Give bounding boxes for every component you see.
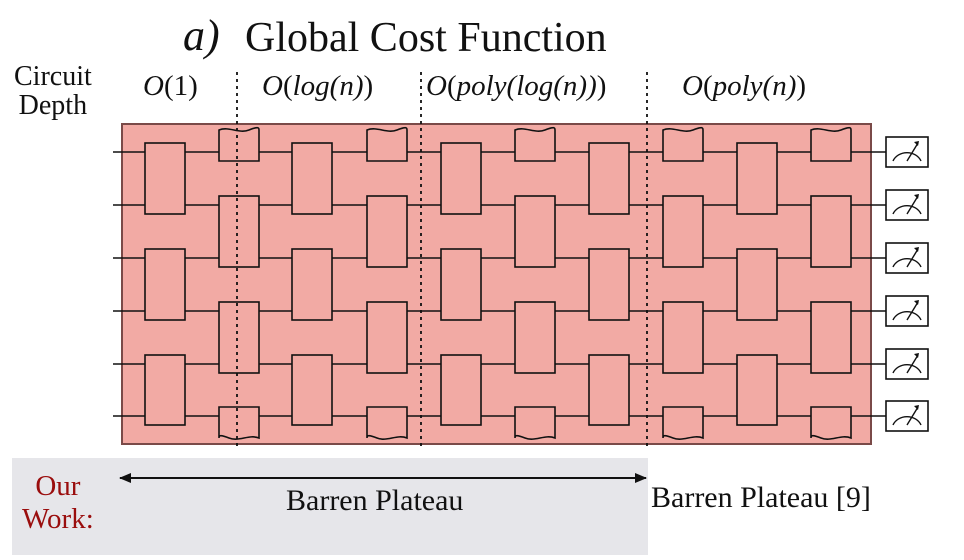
- meter-icon: [885, 189, 929, 221]
- complexity-poly-log-n: O(poly(log(n))): [426, 70, 607, 102]
- meter-icon: [885, 348, 929, 380]
- circuit-depth-label: Circuit Depth: [14, 62, 92, 120]
- two-qubit-gate: [366, 301, 408, 374]
- circuit-depth-label-line2: Depth: [18, 90, 88, 121]
- panel-label: a): [183, 11, 220, 60]
- complexity-arg: log(n): [292, 70, 364, 102]
- our-work-label: Our Work:: [22, 470, 94, 536]
- our-work-line1: Our: [35, 470, 81, 502]
- meter-icon: [885, 400, 929, 432]
- complexity-arg: poly(log(n)): [456, 70, 597, 102]
- wrap-gate-top: [366, 126, 408, 162]
- wrap-gate-bottom: [366, 406, 408, 440]
- two-qubit-gate: [440, 354, 482, 426]
- two-qubit-gate: [810, 195, 852, 268]
- two-qubit-gate: [291, 354, 333, 426]
- two-qubit-gate: [588, 354, 630, 426]
- two-qubit-gate: [218, 195, 260, 268]
- two-qubit-gate: [440, 142, 482, 215]
- meter-icon: [885, 295, 929, 327]
- wrap-gate-top: [514, 126, 556, 162]
- meter-icon: [885, 242, 929, 274]
- complexity-poly-n: O(poly(n)): [682, 70, 807, 102]
- our-work-line2: Work:: [22, 503, 94, 535]
- wrap-gate-bottom: [662, 406, 704, 440]
- two-qubit-gate: [736, 142, 778, 215]
- wrap-gate-top: [662, 126, 704, 162]
- gate-layers: [144, 126, 852, 440]
- two-qubit-gate: [291, 248, 333, 321]
- circuit-depth-label-line1: Circuit: [14, 61, 92, 92]
- two-qubit-gate: [514, 195, 556, 268]
- two-qubit-gate: [144, 142, 186, 215]
- complexity-log-n: O(log(n)): [262, 70, 374, 102]
- two-qubit-gate: [736, 248, 778, 321]
- meter-icon: [885, 136, 929, 168]
- two-qubit-gate: [291, 142, 333, 215]
- two-qubit-gate: [810, 301, 852, 374]
- barren-plateau-ours: Barren Plateau: [286, 484, 464, 517]
- two-qubit-gate: [662, 301, 704, 374]
- two-qubit-gate: [662, 195, 704, 268]
- two-qubit-gate: [218, 301, 260, 374]
- measurements: [885, 136, 929, 432]
- two-qubit-gate: [440, 248, 482, 321]
- diagram-title: Global Cost Function: [245, 15, 607, 61]
- two-qubit-gate: [514, 301, 556, 374]
- two-qubit-gate: [588, 142, 630, 215]
- two-qubit-gate: [736, 354, 778, 426]
- wrap-gate-bottom: [218, 406, 260, 440]
- two-qubit-gate: [588, 248, 630, 321]
- two-qubit-gate: [144, 354, 186, 426]
- complexity-o1: O)(1): [143, 70, 198, 102]
- complexity-arg: 1: [173, 70, 189, 102]
- complexity-arg: poly(n): [712, 70, 797, 102]
- wrap-gate-top: [218, 126, 260, 162]
- barren-plateau-reference: Barren Plateau [9]: [651, 481, 871, 514]
- two-qubit-gate: [144, 248, 186, 321]
- two-qubit-gate: [366, 195, 408, 268]
- wrap-gate-bottom: [514, 406, 556, 440]
- wrap-gate-top: [810, 126, 852, 162]
- wrap-gate-bottom: [810, 406, 852, 440]
